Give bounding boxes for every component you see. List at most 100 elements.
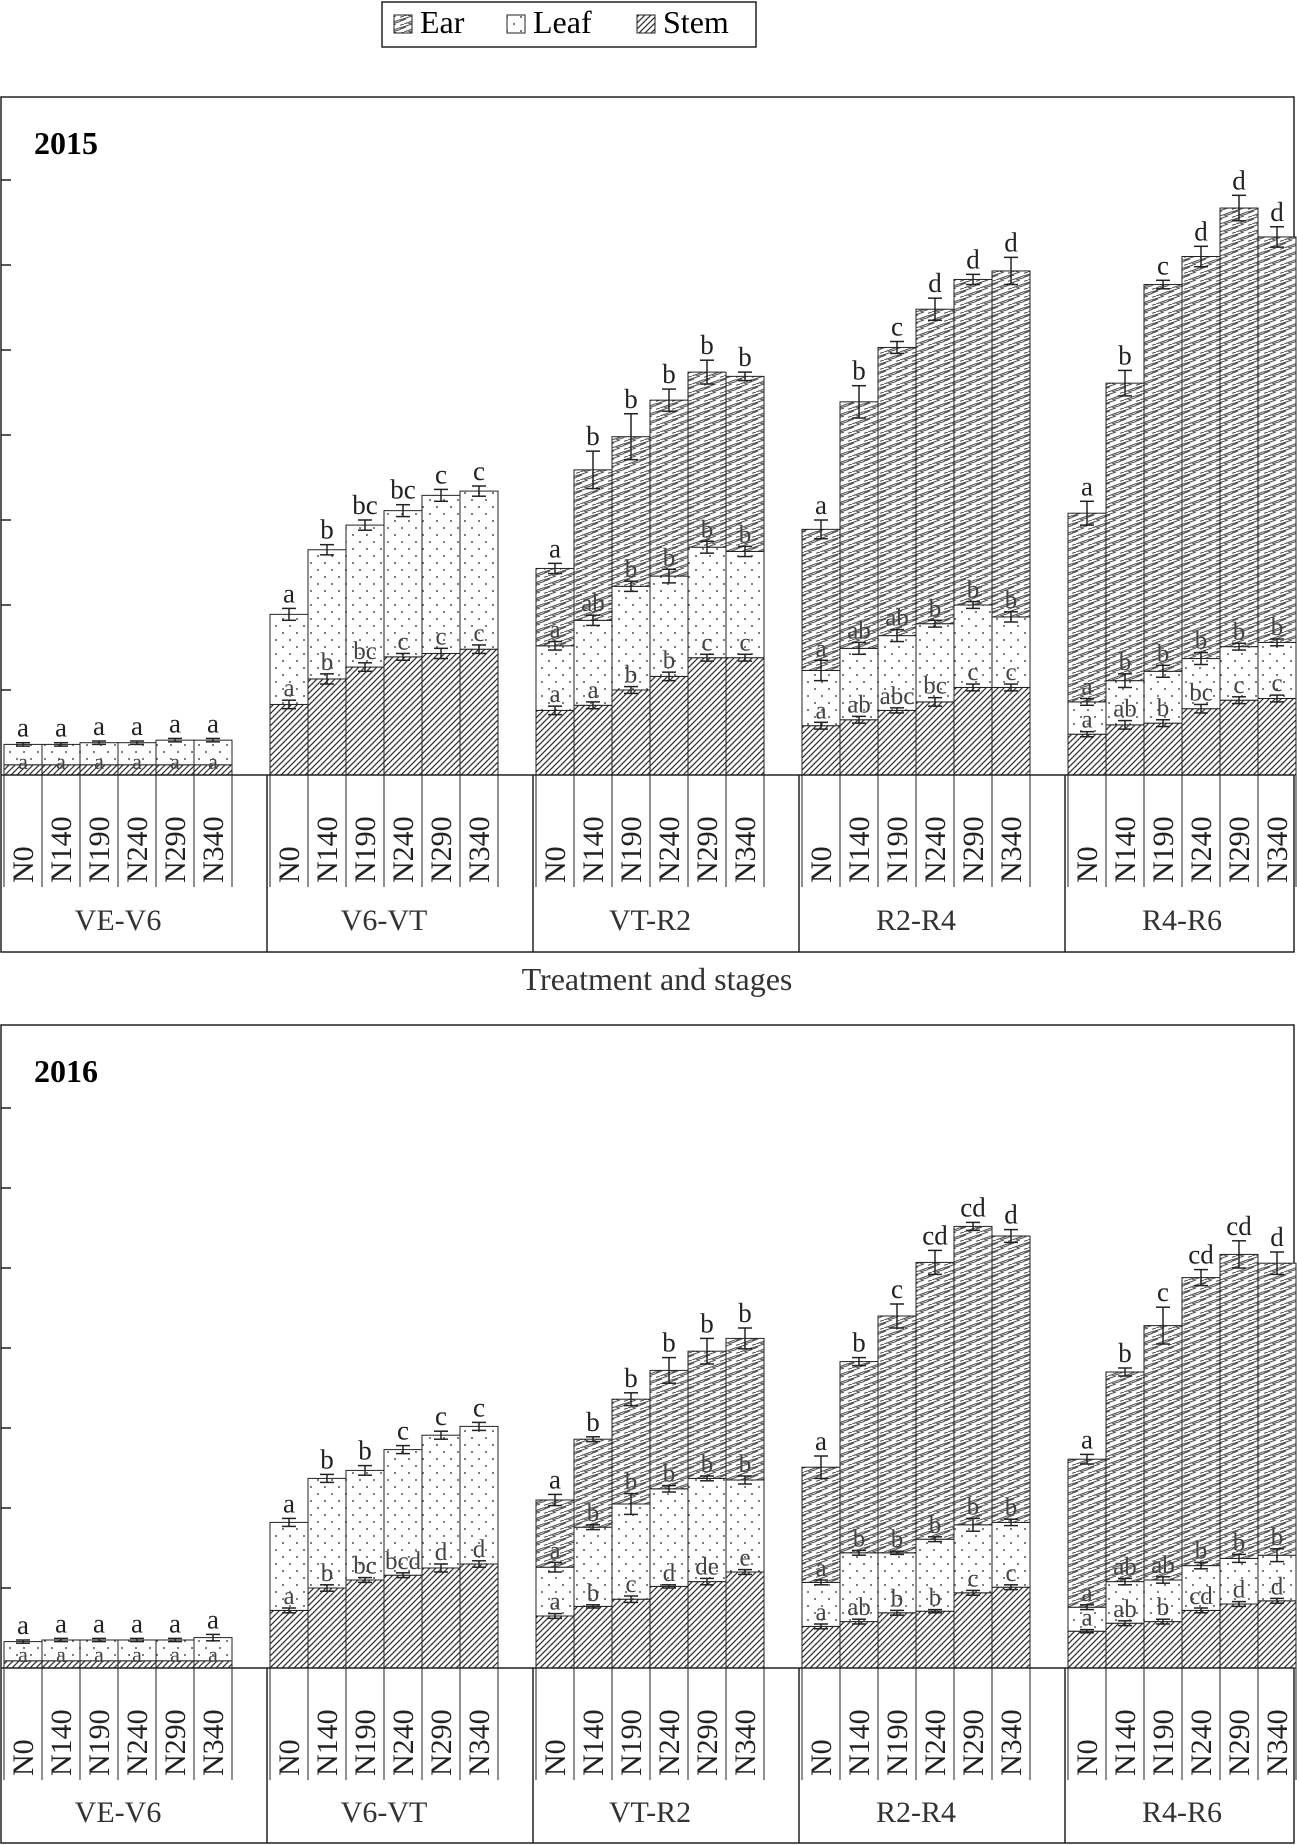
- legend-label-stem: Stem: [663, 4, 729, 40]
- significance-letter-total: d: [1232, 165, 1246, 195]
- significance-letter-stem: a: [815, 697, 826, 724]
- bar-leaf: [649, 575, 689, 677]
- treatment-label: N240: [387, 1709, 420, 1776]
- bar-leaf: [1257, 1554, 1297, 1602]
- bar-stem: [801, 1625, 841, 1669]
- bar-leaf: [1181, 1565, 1221, 1611]
- bar-leaf: [687, 1477, 727, 1583]
- treatment-label: N290: [691, 816, 724, 883]
- legend-item-ear: Ear: [393, 4, 465, 40]
- significance-letter-leaf: a: [1081, 674, 1092, 701]
- bar-leaf: [421, 494, 461, 654]
- bar-ear: [725, 1337, 765, 1481]
- bar-leaf: [687, 546, 727, 659]
- significance-letter-leaf: a: [132, 1642, 142, 1667]
- significance-letter-total: d: [1270, 197, 1284, 227]
- treatment-label: N290: [159, 816, 192, 883]
- significance-letter-stem: c: [1005, 659, 1016, 686]
- treatment-label: N0: [539, 846, 572, 883]
- significance-letter-leaf: a: [18, 749, 28, 774]
- significance-letter-leaf: a: [208, 1642, 218, 1667]
- treatment-label: N240: [121, 1709, 154, 1776]
- bar-leaf: [421, 1434, 461, 1569]
- significance-letter-total: a: [93, 711, 105, 741]
- bar-stem: [1181, 1609, 1221, 1669]
- significance-letter-total: b: [1118, 340, 1132, 370]
- bar-stem: [307, 678, 347, 776]
- stage-label: R2-R4: [876, 904, 956, 937]
- legend: Ear Leaf Stem: [381, 1, 757, 48]
- bar-ear: [1105, 1371, 1145, 1583]
- bar-stem: [1067, 733, 1107, 776]
- legend-item-stem: Stem: [636, 4, 729, 40]
- bar-leaf: [915, 1538, 955, 1612]
- significance-letter-stem: c: [967, 659, 978, 686]
- significance-letter-stem: ab: [1113, 696, 1137, 723]
- significance-letter-stem: b: [625, 662, 638, 689]
- treatment-label: N240: [387, 816, 420, 883]
- significance-letter-stem: ab: [847, 691, 871, 718]
- significance-letter-total: b: [320, 1444, 334, 1474]
- bar-ear: [1257, 236, 1297, 643]
- treatment-label: N290: [691, 1709, 724, 1776]
- significance-letter-leaf: b: [967, 577, 980, 604]
- treatment-label: N190: [1147, 1709, 1180, 1776]
- treatment-label: N290: [425, 816, 458, 883]
- treatment-label: N190: [615, 816, 648, 883]
- bar-stem: [877, 1612, 917, 1669]
- significance-letter-total: a: [17, 1610, 29, 1640]
- significance-letter-stem: a: [1081, 707, 1092, 734]
- significance-letter-leaf: ab: [1151, 1552, 1175, 1579]
- bar-stem: [1257, 1600, 1297, 1669]
- bar-stem: [1219, 699, 1259, 776]
- bar-stem: [421, 652, 461, 776]
- bar-stem: [725, 1571, 765, 1669]
- treatment-label: N240: [919, 1709, 952, 1776]
- bar-stem: [839, 1621, 879, 1669]
- treatment-label: N290: [957, 1709, 990, 1776]
- significance-letter-leaf: b: [1195, 628, 1208, 655]
- significance-letter-total: b: [700, 330, 714, 360]
- bar-stem: [269, 703, 309, 776]
- treatment-label: N240: [653, 816, 686, 883]
- significance-letter-stem: a: [549, 1589, 560, 1616]
- treatment-label: N0: [805, 846, 838, 883]
- treatment-label: N240: [919, 816, 952, 883]
- treatment-label: N340: [463, 816, 496, 883]
- bar-stem: [345, 1579, 385, 1669]
- significance-letter-total: c: [473, 1392, 485, 1422]
- significance-letter-stem: a: [587, 677, 598, 704]
- treatment-label: N290: [425, 1709, 458, 1776]
- significance-letter-total: b: [624, 384, 638, 414]
- significance-letter-stem: c: [435, 623, 446, 650]
- bar-stem: [953, 686, 993, 776]
- bar-stem: [421, 1567, 461, 1669]
- treatment-label: N340: [463, 1709, 496, 1776]
- bar-leaf: [649, 1488, 689, 1587]
- treatment-label: N0: [273, 846, 306, 883]
- bar-leaf: [193, 739, 233, 766]
- significance-letter-total: a: [283, 1488, 295, 1518]
- significance-letter-stem: bcd: [385, 1548, 422, 1575]
- significance-letter-leaf: b: [1119, 649, 1132, 676]
- significance-letter-total: b: [662, 359, 676, 389]
- significance-letter-total: a: [1081, 1424, 1093, 1454]
- treatment-label: N190: [1147, 816, 1180, 883]
- significance-letter-total: a: [169, 1608, 181, 1638]
- significance-letter-leaf: b: [701, 516, 714, 543]
- significance-letter-total: cd: [1226, 1211, 1252, 1241]
- treatment-label: N140: [843, 1709, 876, 1776]
- bar-stem: [535, 1615, 575, 1669]
- significance-letter-leaf: b: [1195, 1537, 1208, 1564]
- significance-letter-stem: c: [739, 629, 750, 656]
- significance-letter-total: b: [852, 1328, 866, 1358]
- panel-2016-bars: aaaaaaaaaaaaaabbbbccbcdcdcdaaabbbbbcbbdb…: [3, 1192, 1297, 1669]
- bar-ear: [877, 1315, 917, 1554]
- treatment-label: N340: [197, 816, 230, 883]
- treatment-label: N340: [995, 816, 1028, 883]
- bar-stem: [915, 701, 955, 776]
- treatment-label: N0: [1071, 1739, 1104, 1776]
- bar-leaf: [535, 1566, 575, 1617]
- significance-letter-total: a: [169, 708, 181, 738]
- significance-letter-leaf: a: [170, 749, 180, 774]
